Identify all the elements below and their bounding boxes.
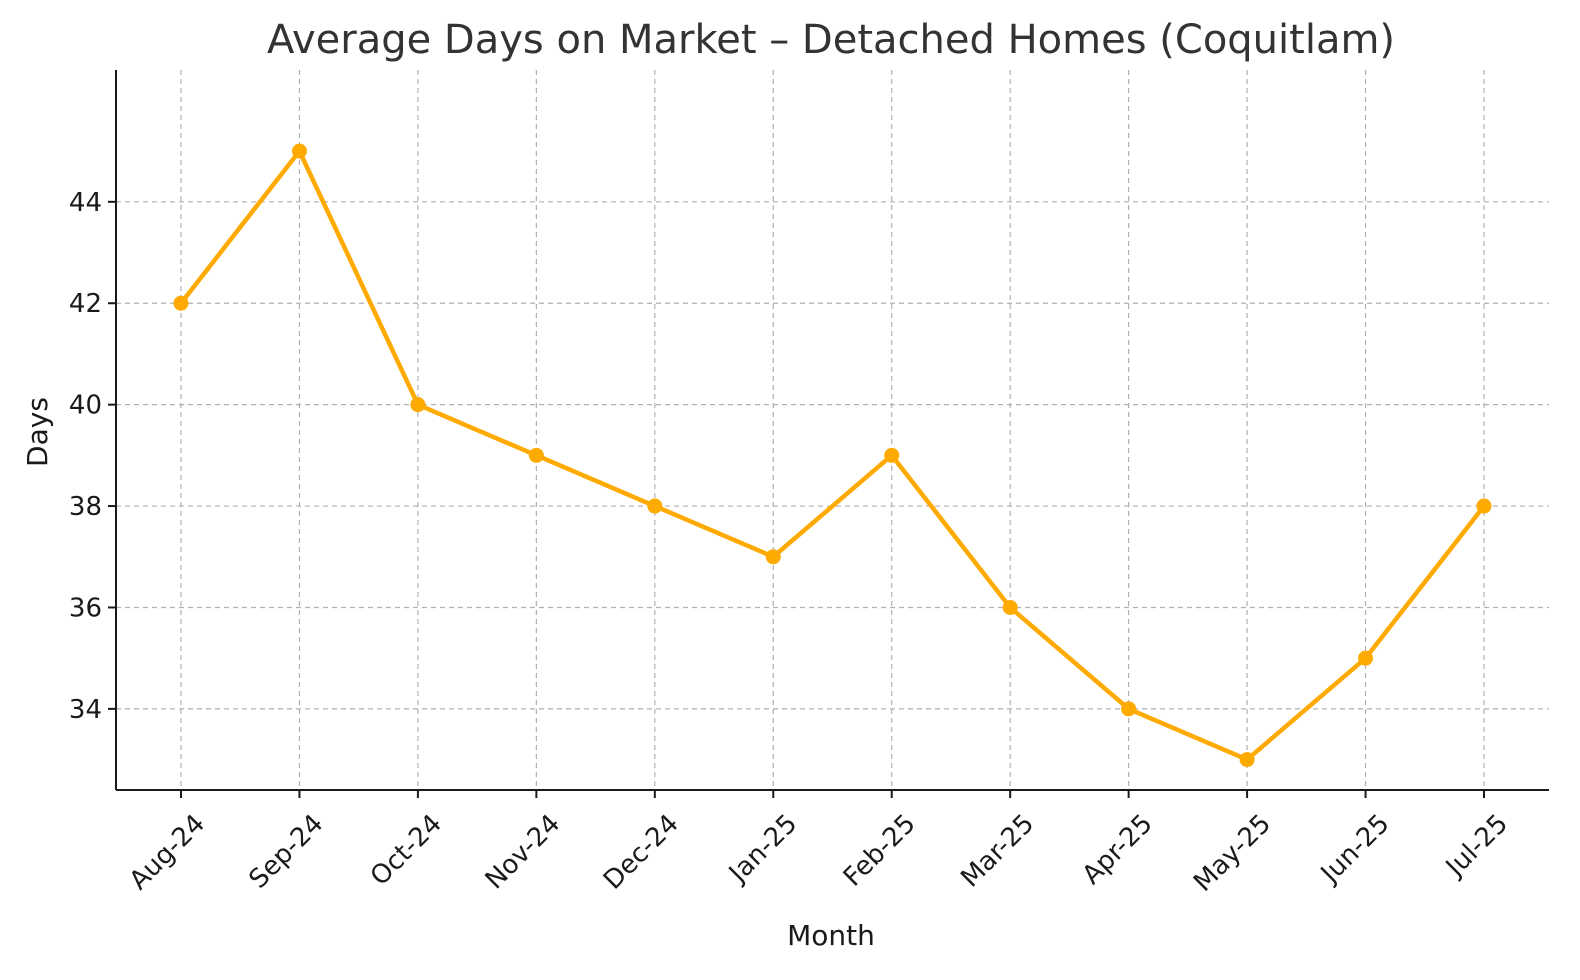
data-point: [1476, 498, 1492, 514]
data-point: [647, 498, 663, 514]
data-point: [528, 447, 544, 463]
axes: Aug-24 Sep-24 Oct-24 Nov-24 Dec-24 Jan-25 Feb-…: [69, 70, 1549, 898]
chart-title: Average Days on Market – Detached Homes …: [267, 17, 1395, 63]
grid: [116, 70, 1549, 790]
data-point: [410, 397, 426, 413]
x-tick-label: Oct-24: [365, 809, 448, 892]
data-point: [884, 447, 900, 463]
data-point: [1239, 752, 1255, 768]
series-line: [178, 148, 1487, 762]
data-point: [291, 143, 307, 159]
y-tick-label: 42: [69, 289, 102, 319]
y-tick-label: 36: [69, 593, 102, 623]
x-tick-label: Mar-25: [955, 809, 1040, 894]
x-tick-label: Nov-24: [480, 809, 567, 896]
data-point: [173, 295, 189, 311]
y-axis-label: Days: [21, 397, 54, 467]
x-tick-label: Aug-24: [124, 809, 211, 896]
x-tick-label: Jan-25: [722, 809, 803, 890]
y-tick-label: 40: [69, 391, 102, 421]
y-tick-label: 34: [69, 695, 102, 725]
x-tick-label: Feb-25: [838, 809, 922, 893]
data-point: [1121, 701, 1137, 717]
x-tick-label: Sep-24: [244, 809, 330, 895]
x-tick-label: Jul-25: [1439, 809, 1514, 884]
x-tick-label: Dec-24: [598, 809, 685, 896]
y-tick-label: 44: [69, 188, 102, 218]
x-tick-label: May-25: [1188, 809, 1277, 898]
x-tick-label: Apr-25: [1077, 809, 1159, 891]
y-tick-label: 38: [69, 492, 102, 522]
data-point: [1358, 650, 1374, 666]
x-axis-label: Month: [787, 919, 875, 952]
data-point: [1002, 599, 1018, 615]
data-series: [173, 143, 1492, 768]
x-tick-label: Jun-25: [1314, 809, 1395, 890]
data-point: [765, 549, 781, 565]
